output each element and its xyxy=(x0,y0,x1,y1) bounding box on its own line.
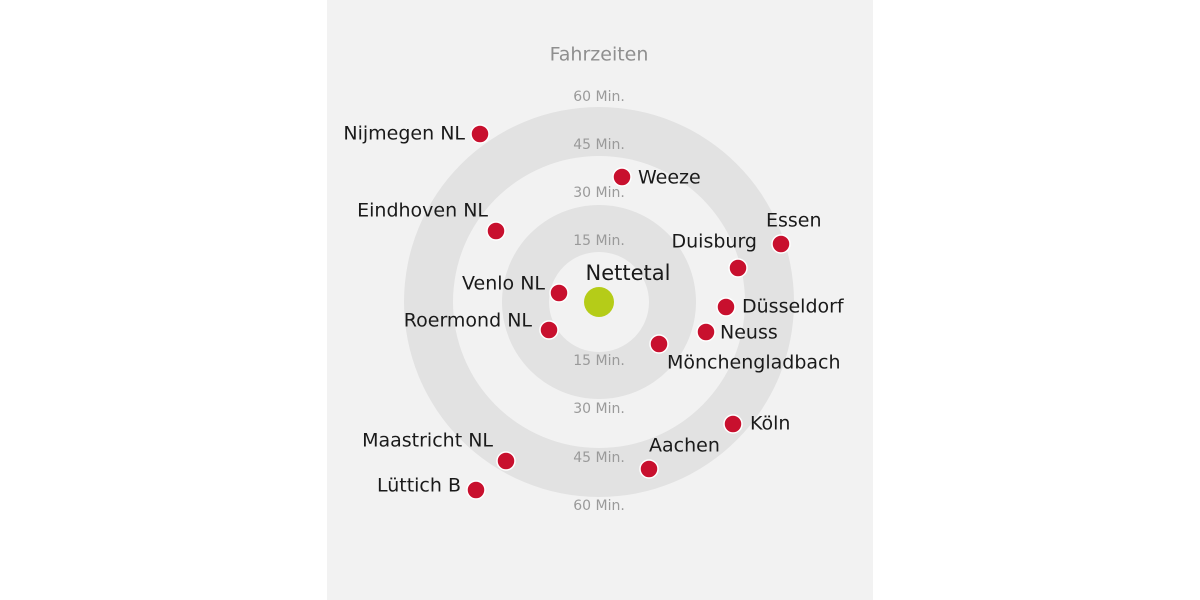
city-dot xyxy=(470,124,490,144)
ring-label: 60 Min. xyxy=(573,498,625,514)
city-label: Neuss xyxy=(720,322,778,344)
city-dot xyxy=(771,234,791,254)
ring-label: 30 Min. xyxy=(573,401,625,417)
city-label: Maastricht NL xyxy=(362,430,493,452)
city-label: Essen xyxy=(766,210,822,232)
city-label: Lüttich B xyxy=(377,475,461,497)
ring-label: 45 Min. xyxy=(573,450,625,466)
city-dot xyxy=(612,167,632,187)
city-dot xyxy=(649,334,669,354)
city-dot xyxy=(539,320,559,340)
city-dot xyxy=(549,283,569,303)
ring-label: 60 Min. xyxy=(573,89,625,105)
city-label: Köln xyxy=(750,413,790,435)
city-label: Aachen xyxy=(649,435,720,457)
city-dot xyxy=(639,459,659,479)
city-label: Nijmegen NL xyxy=(343,123,465,145)
city-dot xyxy=(723,414,743,434)
ring-label: 15 Min. xyxy=(573,233,625,249)
city-dot xyxy=(496,451,516,471)
city-dot xyxy=(486,221,506,241)
ring-label: 45 Min. xyxy=(573,137,625,153)
city-dot xyxy=(466,480,486,500)
city-dot xyxy=(696,322,716,342)
city-label: Roermond NL xyxy=(404,310,533,332)
city-dot xyxy=(716,297,736,317)
center-dot xyxy=(584,287,614,317)
city-label: Eindhoven NL xyxy=(357,200,488,222)
ring-label: 30 Min. xyxy=(573,185,625,201)
title: Fahrzeiten xyxy=(550,44,649,66)
center-label: Nettetal xyxy=(586,261,671,285)
city-dot xyxy=(728,258,748,278)
ring-label: 15 Min. xyxy=(573,353,625,369)
city-label: Mönchengladbach xyxy=(667,352,841,374)
city-label: Düsseldorf xyxy=(742,296,845,318)
city-label: Weeze xyxy=(638,167,701,189)
city-label: Venlo NL xyxy=(462,273,545,295)
city-label: Duisburg xyxy=(672,231,758,253)
